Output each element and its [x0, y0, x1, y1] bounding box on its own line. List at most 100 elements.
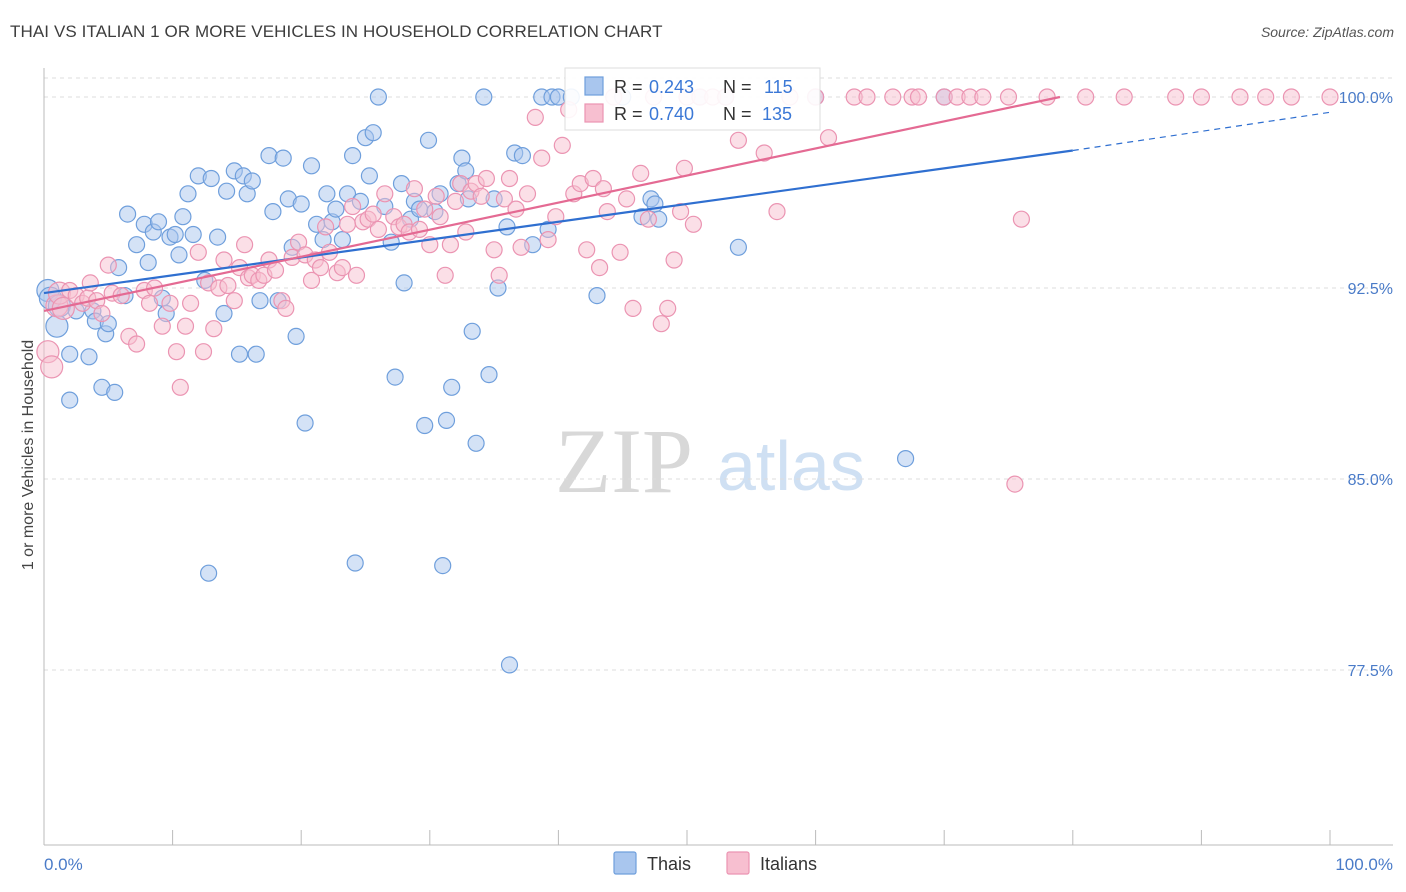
thai-point — [170, 246, 188, 264]
italian-point — [533, 149, 551, 167]
y-tick-label: 85.0% — [1348, 472, 1393, 489]
italian-point — [128, 335, 146, 353]
thai-point — [443, 378, 461, 396]
y-tick-label: 77.5% — [1348, 663, 1393, 680]
italian-point — [665, 251, 683, 269]
watermark-zip: ZIP — [555, 410, 693, 512]
italian-point — [153, 317, 171, 335]
italian-point — [999, 88, 1018, 106]
italian-point — [974, 88, 992, 106]
italian-point — [277, 299, 295, 317]
thai-point — [475, 88, 493, 106]
thai-point — [318, 185, 336, 203]
italian-point — [431, 208, 449, 226]
thai-point — [395, 274, 413, 292]
italian-point — [1167, 88, 1185, 106]
italian-point — [446, 192, 465, 210]
italian-point — [161, 294, 179, 312]
legend-n-value-italian: 135 — [762, 104, 792, 124]
thai-point — [106, 383, 124, 401]
thai-trend-extension — [1072, 111, 1331, 152]
thai-trend-line — [43, 149, 1073, 295]
italian-point — [485, 241, 503, 259]
thai-point — [139, 253, 157, 272]
thai-point — [327, 200, 345, 218]
italian-point — [624, 299, 642, 317]
legend-swatch-italian — [584, 103, 604, 123]
thai-point — [260, 147, 278, 165]
thai-point — [184, 225, 202, 244]
italian-point — [584, 169, 602, 188]
watermark-atlas: atlas — [717, 427, 865, 505]
legend-r-label-thai: R = — [614, 77, 643, 97]
thai-point — [200, 564, 218, 582]
x-ticks — [43, 830, 1331, 845]
italian-point — [347, 266, 366, 284]
thai-point — [166, 225, 184, 244]
italian-point — [1038, 88, 1056, 106]
italian-point — [266, 261, 285, 279]
thai-point — [80, 348, 98, 366]
italian-point — [40, 355, 64, 379]
italian-point — [236, 236, 254, 254]
source-label: Source: ZipAtlas.com — [1260, 24, 1394, 40]
y-axis-label: 1 or more Vehicles in Household — [20, 340, 37, 570]
italian-point — [225, 292, 243, 310]
thai-point — [302, 157, 321, 175]
thai-point — [364, 124, 382, 142]
y-tick-label: 92.5% — [1348, 281, 1393, 298]
thai-point — [296, 414, 314, 432]
italian-point — [189, 243, 207, 261]
italian-point — [490, 266, 508, 284]
italian-point — [884, 88, 902, 106]
thai-point — [61, 345, 79, 363]
thai-point — [369, 88, 387, 106]
thai-point — [416, 416, 434, 435]
legend-n-label-italian: N = — [723, 104, 752, 124]
italian-point — [344, 197, 362, 216]
thai-point — [360, 167, 378, 185]
bottom-legend-swatch-thai — [613, 851, 637, 875]
bottom-legend-swatch-italian — [726, 851, 750, 875]
italian-point — [755, 144, 773, 162]
thai-point — [513, 147, 532, 165]
x-tick-label-min: 0.0% — [44, 855, 83, 874]
bottom-legend-label-thai: Thais — [647, 854, 691, 874]
italian-point — [436, 266, 454, 284]
italian-point — [909, 88, 928, 106]
thai-point — [179, 185, 197, 203]
thai-point — [247, 345, 265, 363]
thai-point — [480, 366, 498, 384]
italian-point — [317, 218, 335, 236]
thai-point — [218, 182, 236, 200]
italian-point — [1231, 88, 1249, 106]
italian-point — [671, 203, 690, 221]
italian-point — [611, 243, 629, 261]
italian-point — [518, 185, 537, 203]
thai-point — [61, 391, 79, 409]
legend-r-value-italian: 0.740 — [649, 104, 694, 124]
thai-point — [215, 304, 233, 323]
italian-point — [659, 299, 677, 317]
italian-point — [171, 378, 189, 396]
italian-point — [215, 251, 233, 269]
thai-point — [588, 287, 606, 305]
italian-point — [500, 169, 519, 188]
italian-point — [441, 236, 459, 254]
legend-swatch-thai — [584, 76, 604, 96]
italian-point — [1077, 88, 1095, 106]
legend-frame — [564, 67, 821, 131]
thai-point — [437, 411, 456, 429]
italian-point — [369, 220, 387, 238]
thai-point — [287, 327, 305, 345]
italian-point — [632, 164, 650, 182]
thai-point — [386, 368, 404, 386]
italian-trend-line — [43, 95, 1061, 312]
italian-point — [512, 238, 530, 256]
italian-point — [652, 315, 670, 333]
italian-point — [1012, 210, 1031, 228]
italian-point — [140, 294, 159, 312]
thai-point — [230, 345, 249, 363]
italian-point — [477, 169, 495, 188]
italian-point — [472, 187, 490, 205]
